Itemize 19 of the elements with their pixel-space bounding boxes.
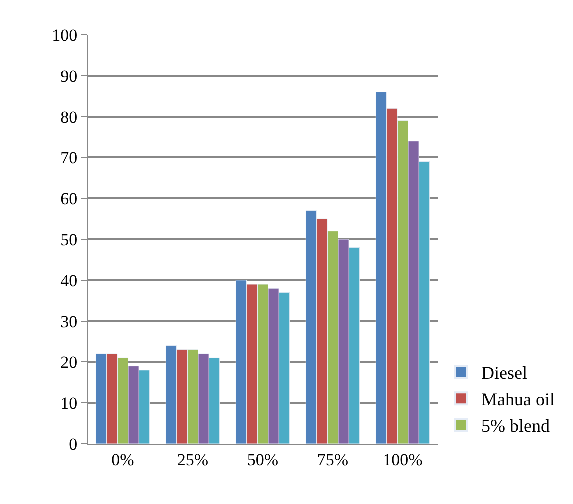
y-tick-label: 90 — [60, 66, 78, 86]
legend-label: Diesel — [482, 363, 528, 384]
y-tick-label: 10 — [60, 394, 78, 414]
y-tick-label: 60 — [60, 190, 78, 209]
y-tick-label: 50 — [60, 230, 78, 250]
y-tick-label: 40 — [60, 271, 78, 290]
x-tick-label: 75% — [317, 450, 349, 470]
y-tick-label: 20 — [60, 353, 78, 372]
y-tick-label: 70 — [60, 148, 78, 168]
legend-label: Mahua oil — [482, 390, 555, 410]
y-tick-label: 0 — [69, 434, 78, 454]
y-tick-label: 100 — [52, 26, 78, 45]
x-tick-label: 25% — [177, 450, 209, 470]
y-tick-label: 80 — [60, 108, 78, 127]
x-tick-label: 50% — [247, 450, 279, 470]
legend-label: 5% blend — [482, 416, 550, 436]
x-tick-label: 0% — [112, 450, 134, 470]
y-tick-label: 30 — [60, 312, 78, 332]
x-tick-label: 100% — [383, 450, 423, 470]
